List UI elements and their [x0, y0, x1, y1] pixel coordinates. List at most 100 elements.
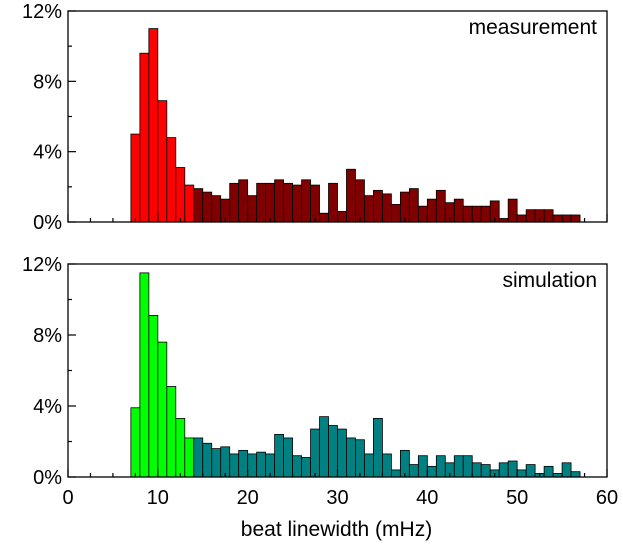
measurement-bar	[148, 28, 159, 223]
simulation-bar	[283, 437, 293, 478]
measurement-bar	[130, 133, 141, 223]
x-tick-label: 10	[147, 487, 169, 509]
measurement-y-tick-label: 8%	[33, 71, 62, 93]
measurement-bar	[417, 205, 428, 223]
measurement-bar	[543, 209, 554, 223]
measurement-bar	[184, 184, 195, 223]
measurement-bar	[516, 214, 527, 223]
simulation-bar	[570, 471, 581, 478]
simulation-bar	[543, 465, 554, 478]
measurement-label: measurement	[469, 16, 598, 39]
simulation-bar	[202, 442, 213, 478]
simulation-bar	[175, 418, 186, 478]
measurement-bar	[453, 198, 464, 223]
simulation-bar	[193, 437, 204, 478]
measurement-y-tick-labels: 0% 4% 8% 12%	[22, 1, 62, 234]
measurement-bar	[355, 179, 365, 223]
measurement-bar	[166, 137, 177, 223]
simulation-bar	[498, 462, 509, 478]
measurement-bar	[346, 168, 356, 223]
simulation-bar	[480, 464, 491, 478]
measurement-bar	[319, 212, 329, 223]
x-tick-labels: 0 10 20 30 40 50 60	[62, 487, 618, 509]
measurement-bar	[408, 188, 419, 223]
measurement-panel: 0% 4% 8% 12% measurement	[22, 1, 608, 234]
simulation-bar	[238, 449, 249, 478]
simulation-bar	[516, 469, 527, 478]
simulation-bar	[561, 462, 572, 478]
x-tick-label: 60	[596, 487, 618, 509]
x-axis-title: beat linewidth (mHz)	[241, 518, 432, 541]
measurement-bar	[139, 52, 150, 223]
measurement-bar	[337, 211, 347, 223]
simulation-bar	[471, 462, 482, 478]
measurement-plot-frame	[67, 10, 608, 223]
measurement-bar	[265, 182, 276, 223]
simulation-bar	[435, 455, 446, 478]
simulation-y-tick-label: 8%	[33, 325, 62, 347]
simulation-bar	[507, 460, 518, 478]
simulation-bar	[310, 428, 320, 478]
simulation-bar	[139, 272, 150, 478]
measurement-y-tick-label: 12%	[22, 1, 62, 23]
simulation-bar	[247, 453, 258, 478]
measurement-bar	[390, 204, 401, 223]
simulation-bar	[220, 446, 231, 478]
simulation-bar	[319, 416, 329, 478]
simulation-bar	[417, 455, 428, 478]
simulation-panel: 0% 4% 8% 12% 0 10 20 30 40 50 60 simulation beat …	[22, 254, 618, 541]
measurement-bar	[507, 198, 518, 223]
measurement-bar	[471, 205, 482, 223]
simulation-bar	[229, 453, 240, 478]
measurement-bar	[310, 184, 320, 223]
measurement-bar	[229, 182, 240, 223]
measurement-bar	[426, 198, 437, 223]
simulation-bar	[157, 341, 168, 478]
measurement-bar	[435, 189, 446, 223]
measurement-bar	[247, 195, 258, 223]
simulation-y-tick-label: 0%	[33, 467, 62, 489]
simulation-bar	[364, 453, 374, 478]
simulation-bar	[256, 451, 267, 478]
measurement-bar	[193, 188, 204, 223]
simulation-bars	[130, 272, 581, 478]
measurement-ticks	[67, 10, 608, 223]
simulation-bar	[148, 315, 159, 478]
simulation-bar	[453, 455, 464, 478]
measurement-bar	[462, 205, 473, 223]
simulation-bar	[382, 453, 392, 478]
measurement-bar	[364, 195, 374, 223]
measurement-bar	[175, 167, 186, 223]
simulation-bar	[525, 464, 536, 478]
x-tick-label: 50	[506, 487, 528, 509]
measurement-bar	[283, 182, 293, 223]
simulation-y-tick-label: 4%	[33, 396, 62, 418]
simulation-bar	[337, 428, 347, 478]
x-tick-label: 20	[237, 487, 259, 509]
simulation-plot-frame	[67, 263, 608, 478]
x-tick-label: 40	[416, 487, 438, 509]
measurement-bar	[292, 184, 302, 223]
measurement-bar	[202, 191, 213, 223]
simulation-bar	[184, 437, 195, 478]
simulation-bar	[274, 433, 284, 478]
simulation-y-tick-label: 12%	[22, 254, 62, 276]
simulation-bar	[408, 464, 419, 478]
measurement-bar	[301, 179, 311, 223]
simulation-bar	[373, 418, 383, 478]
measurement-bar	[480, 205, 491, 223]
measurement-bar	[274, 179, 284, 223]
simulation-bar	[346, 437, 356, 478]
simulation-y-tick-labels: 0% 4% 8% 12%	[22, 254, 62, 489]
simulation-bar	[211, 448, 222, 478]
measurement-bar	[525, 209, 536, 223]
measurement-bar	[399, 191, 410, 223]
simulation-bar	[390, 469, 401, 478]
simulation-bar	[462, 455, 473, 478]
measurement-bar	[238, 179, 249, 223]
simulation-bar	[301, 457, 311, 478]
measurement-y-tick-label: 4%	[33, 142, 62, 164]
measurement-y-tick-label: 0%	[33, 212, 62, 234]
simulation-bar	[292, 455, 302, 478]
